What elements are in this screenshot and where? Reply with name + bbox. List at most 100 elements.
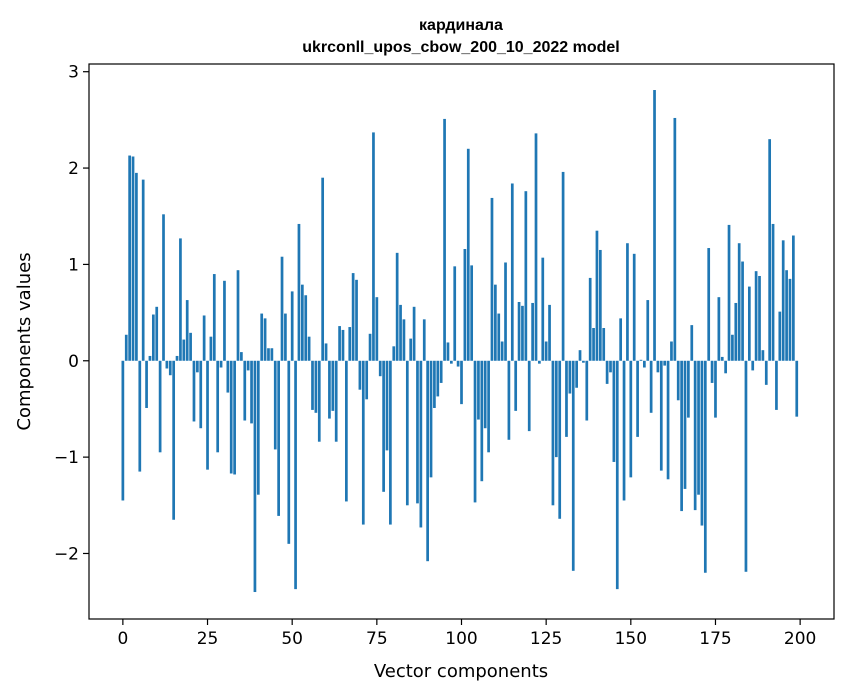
bar-10 — [155, 306, 159, 361]
bar-30 — [223, 280, 226, 361]
bar-69 — [355, 279, 358, 361]
bar-78 — [385, 360, 389, 451]
bar-1 — [124, 334, 128, 361]
bar-192 — [771, 223, 775, 361]
bar-199 — [795, 360, 799, 417]
x-tick-label: 50 — [281, 629, 303, 649]
bar-195 — [781, 240, 785, 361]
y-tick-label: −2 — [54, 544, 79, 564]
bar-124 — [541, 257, 545, 361]
bar-14 — [168, 360, 172, 376]
bar-109 — [490, 197, 494, 361]
bar-119 — [524, 191, 528, 361]
bar-163 — [673, 117, 677, 361]
bar-59 — [321, 177, 325, 361]
bar-44 — [270, 348, 274, 361]
bar-134 — [575, 360, 578, 388]
bar-19 — [185, 300, 189, 361]
bar-170 — [697, 360, 700, 495]
bar-94 — [439, 360, 443, 383]
bar-89 — [422, 319, 426, 361]
x-tick-label: 25 — [197, 629, 219, 649]
bar-127 — [551, 360, 555, 506]
bar-5 — [138, 360, 142, 472]
bar-153 — [639, 359, 643, 361]
bar-101 — [463, 249, 467, 361]
x-tick-label: 200 — [784, 629, 816, 649]
bar-47 — [280, 256, 284, 361]
bar-181 — [734, 302, 738, 361]
bar-16 — [175, 355, 179, 361]
bar-13 — [165, 360, 169, 369]
bar-113 — [504, 262, 507, 361]
bar-84 — [405, 360, 409, 506]
bar-83 — [402, 319, 406, 361]
bar-165 — [680, 360, 683, 512]
bar-76 — [378, 360, 382, 377]
bar-148 — [622, 360, 626, 501]
bar-128 — [554, 360, 558, 458]
x-tick-label: 150 — [615, 629, 647, 649]
bar-85 — [409, 338, 413, 361]
bar-49 — [287, 360, 291, 544]
bar-37 — [246, 360, 250, 371]
bar-62 — [331, 360, 335, 411]
bar-142 — [602, 328, 606, 361]
bar-167 — [687, 360, 690, 418]
bars-group — [121, 90, 799, 593]
bar-79 — [389, 360, 392, 525]
bar-77 — [382, 360, 385, 492]
bar-38 — [250, 360, 253, 424]
bar-21 — [192, 360, 196, 422]
bar-67 — [348, 327, 352, 361]
bar-90 — [426, 360, 429, 562]
bar-179 — [727, 224, 731, 361]
bar-87 — [416, 360, 419, 504]
bar-146 — [615, 360, 619, 590]
bar-74 — [372, 132, 375, 361]
bar-32 — [229, 360, 233, 474]
bar-36 — [243, 360, 247, 421]
bar-15 — [172, 360, 176, 520]
bar-121 — [531, 302, 534, 361]
bar-182 — [737, 243, 741, 361]
bar-2 — [128, 155, 131, 361]
bar-8 — [148, 355, 152, 361]
bar-185 — [747, 286, 751, 361]
bar-6 — [141, 179, 145, 361]
x-tick-label: 125 — [530, 629, 562, 649]
bar-129 — [558, 360, 562, 519]
x-tick-label: 100 — [445, 629, 477, 649]
bar-139 — [592, 328, 595, 361]
bar-56 — [311, 360, 314, 410]
bar-41 — [260, 313, 264, 361]
bar-95 — [443, 118, 446, 361]
bar-155 — [646, 300, 650, 361]
bar-96 — [446, 342, 450, 361]
bar-123 — [538, 360, 541, 364]
bar-190 — [764, 360, 768, 385]
bar-55 — [307, 336, 311, 361]
bar-143 — [605, 360, 609, 384]
bar-172 — [703, 360, 707, 573]
bar-88 — [419, 360, 423, 528]
bar-35 — [240, 352, 243, 361]
bar-133 — [571, 360, 575, 571]
bar-150 — [629, 360, 633, 478]
y-axis-ticks: −2 −1 0 1 2 3 — [54, 63, 89, 564]
bar-7 — [145, 360, 148, 408]
bar-196 — [785, 270, 788, 361]
bar-157 — [653, 90, 656, 361]
bar-168 — [690, 325, 694, 361]
bar-42 — [263, 318, 267, 361]
bar-45 — [273, 360, 277, 450]
bar-151 — [632, 253, 636, 361]
bar-136 — [582, 360, 585, 363]
bar-176 — [717, 297, 721, 361]
bar-198 — [792, 235, 795, 361]
plot-frame — [88, 63, 835, 620]
y-tick-label: 1 — [68, 255, 79, 275]
bar-17 — [179, 238, 182, 361]
bar-145 — [612, 360, 616, 462]
